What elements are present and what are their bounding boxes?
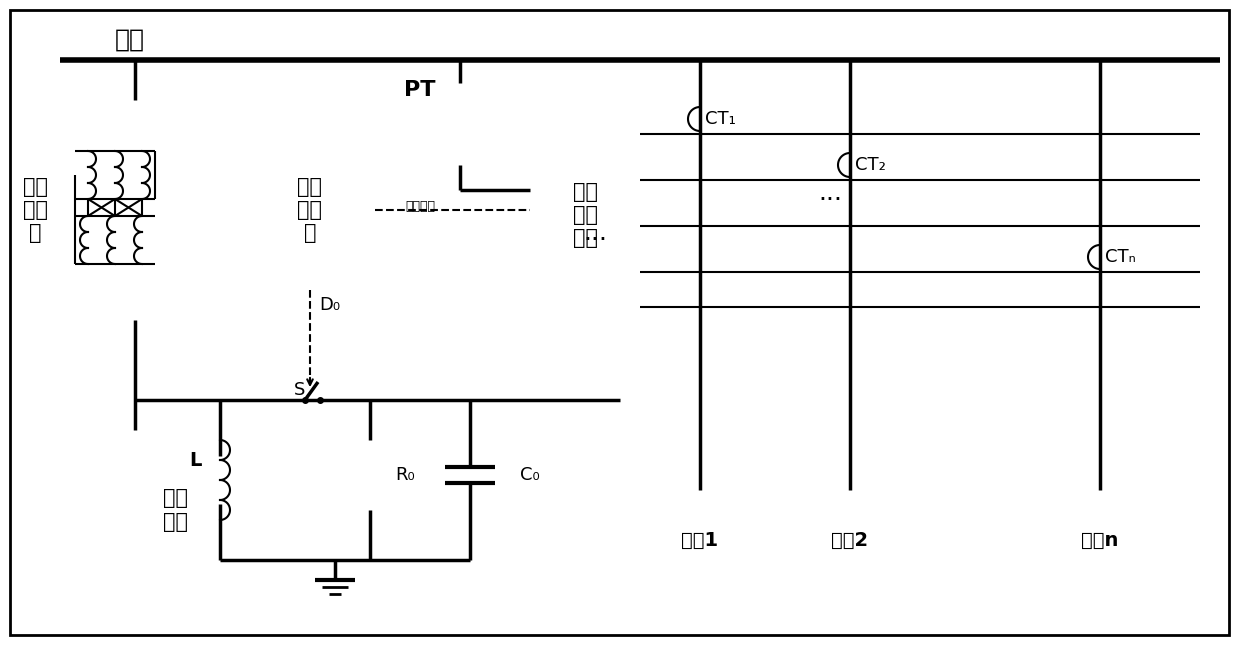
Text: 线路2: 线路2	[831, 530, 869, 550]
Text: 数据通信: 数据通信	[405, 201, 435, 213]
Bar	[59, 100, 209, 320]
Text: 数据
采集
装置: 数据 采集 装置	[572, 182, 597, 248]
Bar	[530, 100, 641, 330]
Text: 智能
控制
器: 智能 控制 器	[297, 177, 322, 243]
Text: R₀: R₀	[395, 466, 415, 484]
Text: C₀: C₀	[520, 466, 540, 484]
Text: L: L	[188, 450, 201, 470]
Text: D₀: D₀	[320, 296, 341, 314]
Text: 消弧
线圈: 消弧 线圈	[162, 488, 187, 531]
Text: CT₂: CT₂	[855, 156, 886, 174]
Text: CT₁: CT₁	[705, 110, 736, 128]
Bar	[356, 440, 385, 510]
Text: S: S	[295, 381, 306, 399]
Text: 线路1: 线路1	[681, 530, 719, 550]
Text: ···: ···	[584, 228, 607, 252]
Text: 母线: 母线	[115, 28, 145, 52]
Text: ···: ···	[818, 188, 843, 212]
Text: 线路n: 线路n	[1082, 530, 1119, 550]
Bar	[245, 130, 375, 290]
Text: CTₙ: CTₙ	[1105, 248, 1136, 266]
Text: PT: PT	[404, 80, 436, 100]
Text: 接地
变压
器: 接地 变压 器	[22, 177, 47, 243]
